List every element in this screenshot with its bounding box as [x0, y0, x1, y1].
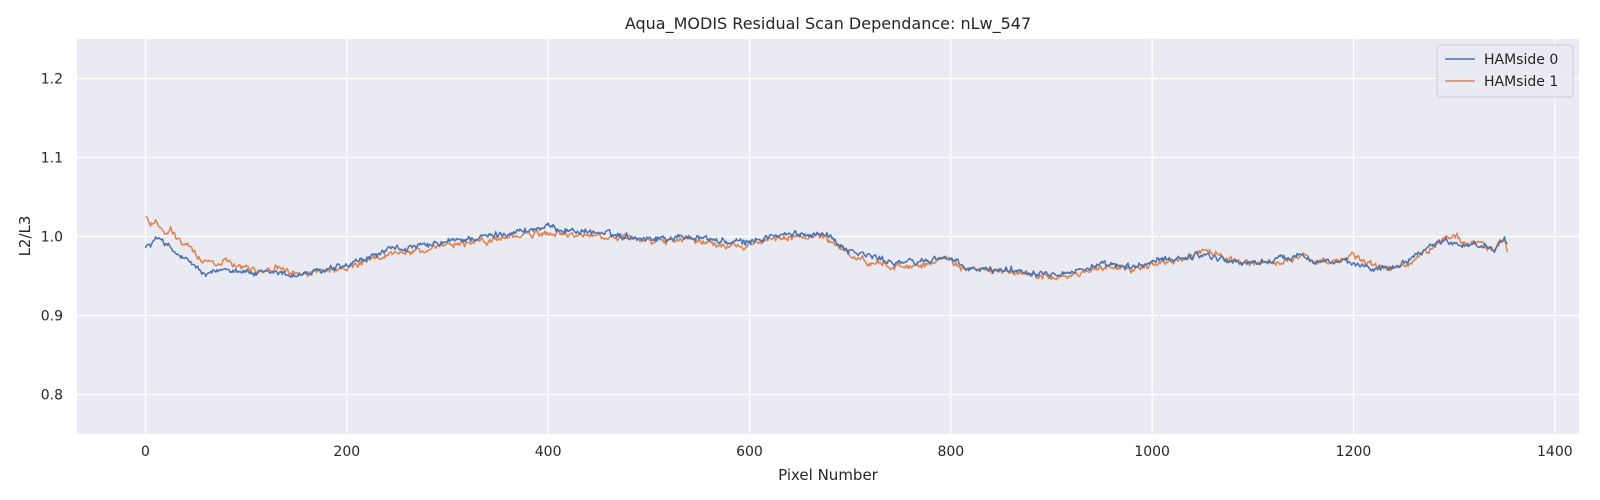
series-line-hamside-1	[145, 216, 1509, 281]
y-axis: 0.8 0.9 1.0 1.1 1.2	[41, 72, 63, 404]
x-tick-label: 800	[937, 444, 964, 460]
chart-title: Aqua_MODIS Residual Scan Dependance: nLw…	[625, 14, 1031, 34]
y-tick-label: 1.2	[41, 72, 63, 88]
series-layer	[144, 216, 1509, 281]
x-tick-label: 1000	[1134, 444, 1170, 460]
legend-label-hamside-0: HAMside 0	[1484, 52, 1558, 68]
legend-box	[1436, 44, 1574, 98]
y-tick-label: 0.8	[41, 388, 63, 404]
x-tick-label: 600	[736, 444, 763, 460]
legend-label-hamside-1: HAMside 1	[1484, 74, 1558, 90]
y-tick-label: 0.9	[41, 309, 63, 325]
y-axis-label: L2/L3	[16, 216, 34, 257]
x-tick-label: 1200	[1336, 444, 1372, 460]
x-tick-label: 0	[141, 444, 150, 460]
x-tick-label: 400	[535, 444, 562, 460]
x-tick-label: 200	[333, 444, 360, 460]
x-axis: 0 200 400 600 800 1000 1200 1400	[141, 444, 1573, 460]
x-axis-label: Pixel Number	[778, 466, 879, 484]
legend: HAMside 0 HAMside 1	[1436, 44, 1574, 98]
series-line-hamside-0	[144, 222, 1508, 278]
y-tick-label: 1.1	[41, 151, 63, 167]
y-tick-label: 1.0	[41, 230, 63, 246]
x-tick-label: 1400	[1537, 444, 1573, 460]
